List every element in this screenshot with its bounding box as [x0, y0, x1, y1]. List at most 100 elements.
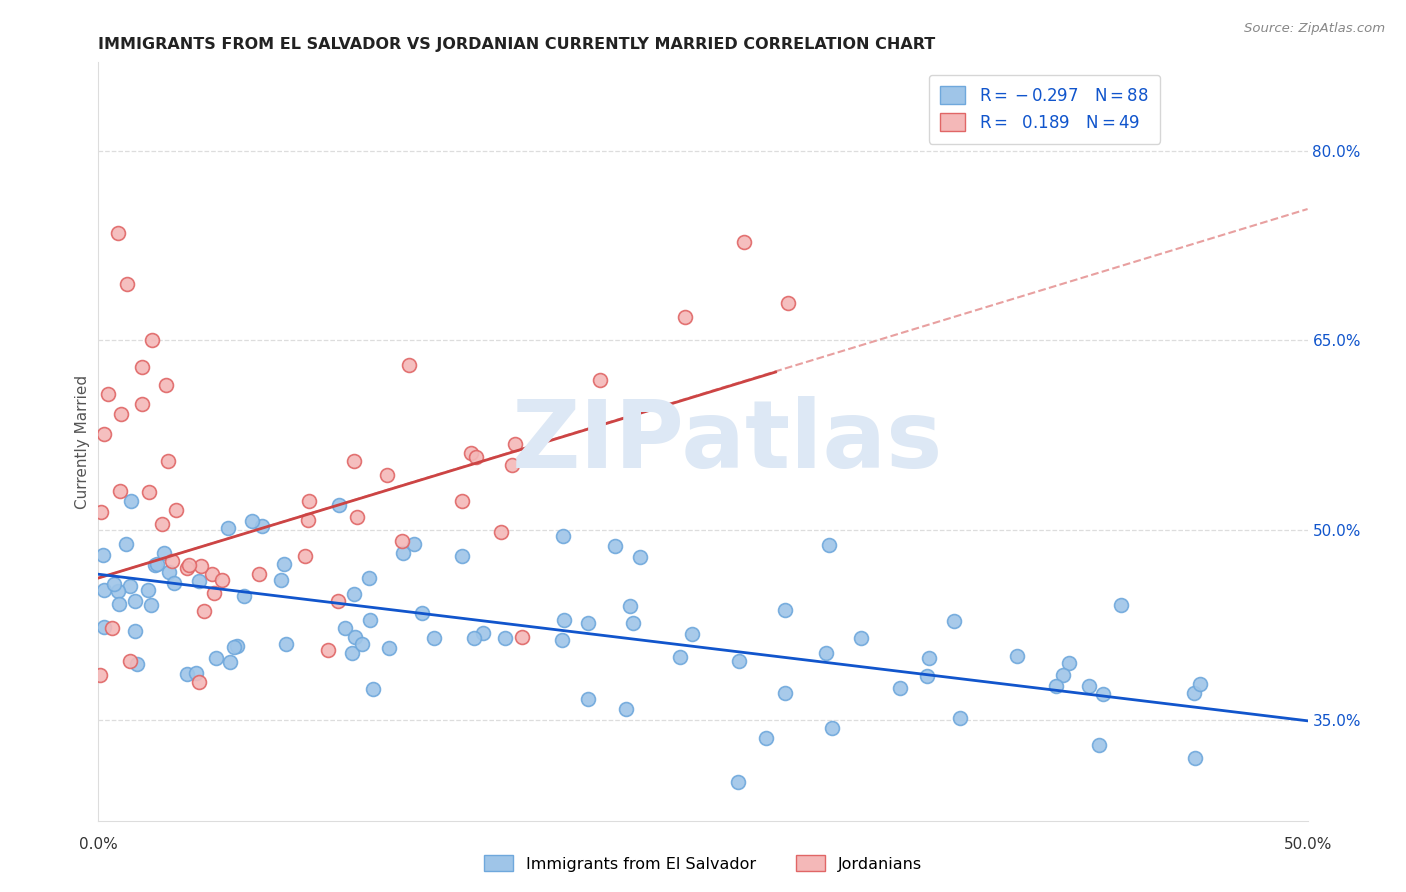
Point: [90, 505, 112, 519]
Point: [465, 450, 488, 464]
Point: [849, 632, 872, 646]
Point: [211, 573, 233, 587]
Point: [108, 484, 131, 499]
Point: [224, 640, 246, 654]
Point: [124, 594, 146, 608]
Point: [340, 646, 363, 660]
Point: [773, 603, 796, 617]
Y-axis label: Currently Married: Currently Married: [75, 375, 90, 508]
Point: [346, 510, 368, 524]
Point: [187, 574, 209, 588]
Point: [150, 516, 173, 531]
Point: [103, 577, 125, 591]
Point: [949, 711, 972, 725]
Text: ZIPatlas: ZIPatlas: [512, 395, 943, 488]
Point: [621, 615, 644, 630]
Point: [273, 557, 295, 571]
Point: [184, 666, 207, 681]
Point: [294, 549, 316, 564]
Point: [232, 589, 254, 603]
Point: [491, 525, 513, 540]
Point: [1045, 679, 1067, 693]
Point: [378, 640, 401, 655]
Point: [139, 598, 162, 612]
Point: [673, 310, 696, 324]
Point: [733, 235, 755, 249]
Point: [120, 494, 142, 508]
Point: [89, 667, 111, 681]
Point: [359, 613, 381, 627]
Point: [124, 624, 146, 639]
Point: [93, 582, 115, 597]
Point: [97, 387, 120, 401]
Point: [918, 650, 941, 665]
Point: [163, 575, 186, 590]
Point: [889, 681, 911, 696]
Point: [176, 561, 198, 575]
Point: [503, 437, 526, 451]
Point: [576, 615, 599, 630]
Point: [298, 493, 321, 508]
Point: [108, 597, 131, 611]
Point: [1078, 679, 1101, 693]
Point: [728, 654, 751, 668]
Point: [1091, 687, 1114, 701]
Point: [460, 446, 482, 460]
Point: [754, 731, 776, 746]
Point: [188, 675, 211, 690]
Point: [463, 632, 485, 646]
Point: [217, 521, 239, 535]
Point: [357, 571, 380, 585]
Point: [392, 546, 415, 560]
Point: [136, 582, 159, 597]
Point: [817, 538, 839, 552]
Point: [274, 637, 297, 651]
Text: IMMIGRANTS FROM EL SALVADOR VS JORDANIAN CURRENTLY MARRIED CORRELATION CHART: IMMIGRANTS FROM EL SALVADOR VS JORDANIAN…: [98, 37, 935, 52]
Point: [107, 584, 129, 599]
Point: [391, 533, 413, 548]
Point: [350, 637, 373, 651]
Point: [270, 573, 292, 587]
Point: [1109, 599, 1132, 613]
Point: [110, 407, 132, 421]
Point: [143, 558, 166, 572]
Point: [160, 554, 183, 568]
Point: [141, 334, 163, 348]
Point: [205, 651, 228, 665]
Point: [614, 702, 637, 716]
Legend: Immigrants from El Salvador, Jordanians: Immigrants from El Salvador, Jordanians: [477, 847, 929, 880]
Point: [326, 594, 349, 608]
Point: [628, 549, 651, 564]
Point: [138, 485, 160, 500]
Point: [776, 295, 799, 310]
Point: [589, 373, 612, 387]
Point: [127, 657, 149, 671]
Point: [727, 775, 749, 789]
Point: [250, 518, 273, 533]
Point: [1189, 676, 1212, 690]
Point: [450, 494, 472, 508]
Point: [297, 512, 319, 526]
Point: [343, 587, 366, 601]
Point: [157, 454, 180, 468]
Point: [553, 528, 575, 542]
Point: [501, 458, 523, 472]
Point: [773, 686, 796, 700]
Point: [472, 625, 495, 640]
Point: [179, 558, 201, 572]
Point: [375, 468, 398, 483]
Point: [943, 614, 966, 628]
Point: [93, 620, 115, 634]
Point: [1182, 686, 1205, 700]
Point: [1052, 668, 1074, 682]
Point: [550, 632, 572, 647]
Point: [450, 549, 472, 564]
Point: [240, 514, 263, 528]
Point: [145, 558, 167, 572]
Point: [107, 226, 129, 240]
Point: [422, 632, 444, 646]
Point: [411, 607, 433, 621]
Point: [117, 277, 139, 291]
Point: [669, 649, 692, 664]
Point: [343, 454, 366, 468]
